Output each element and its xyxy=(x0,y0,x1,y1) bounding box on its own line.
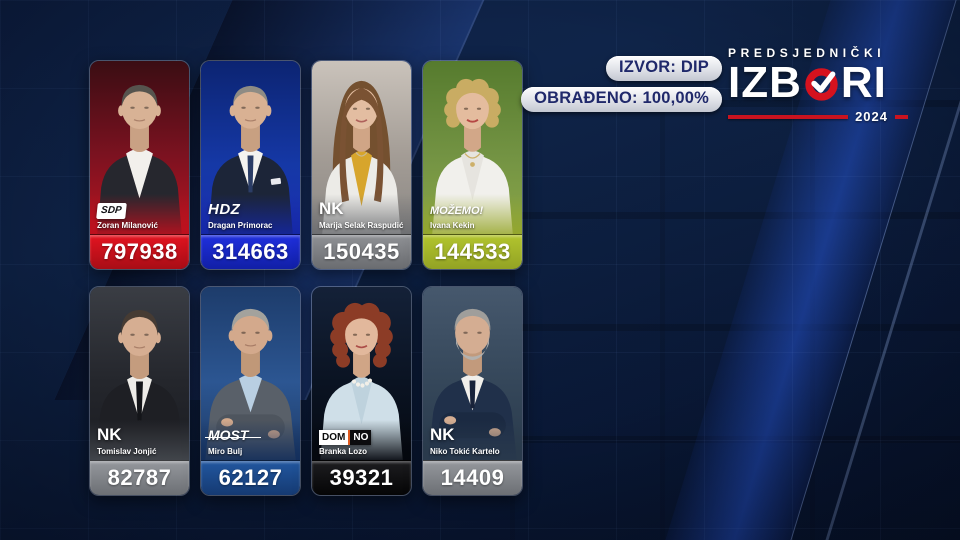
candidate-name: Miro Bulj xyxy=(208,447,243,457)
party-logo-sdp: SDP xyxy=(96,203,127,220)
logo-underline: 2024 xyxy=(728,109,908,124)
candidate-label: DOM NO Branka Lozo xyxy=(319,427,408,457)
party-label-nk: NK xyxy=(97,425,122,445)
party-logo-most: MOST xyxy=(204,427,263,444)
candidate-photo: MOŽEMO! Ivana Kekin xyxy=(423,61,522,235)
candidate-label: MOŽEMO! Ivana Kekin xyxy=(430,201,519,231)
logo-year: 2024 xyxy=(855,109,888,124)
party-logo-domino-no: NO xyxy=(348,430,372,446)
candidate-name: Branka Lozo xyxy=(319,447,368,457)
candidate-label: NK Tomislav Jonjić xyxy=(97,426,186,456)
candidate-card-primorac: HDZ Dragan Primorac 314663 xyxy=(200,60,301,270)
candidate-card-jonjic: NK Tomislav Jonjić 82787 xyxy=(89,286,190,496)
candidate-label: NK Marija Selak Raspudić xyxy=(319,200,408,230)
party-label-nk: NK xyxy=(430,425,455,445)
party-logo-domino: DOM NO xyxy=(319,430,372,446)
candidate-name: Niko Tokić Kartelo xyxy=(430,447,500,457)
candidate-name: Ivana Kekin xyxy=(430,221,475,231)
vote-count: 797938 xyxy=(90,234,189,269)
vote-count: 14409 xyxy=(423,460,522,495)
vote-count: 39321 xyxy=(312,460,411,495)
candidate-photo: NK Marija Selak Raspudić xyxy=(312,61,411,235)
party-logo-domino-dom: DOM xyxy=(319,430,349,446)
candidate-card-milanovic: SDP Zoran Milanović 797938 xyxy=(89,60,190,270)
candidate-name: Marija Selak Raspudić xyxy=(319,221,404,231)
vote-count: 314663 xyxy=(201,234,300,269)
candidate-photo: HDZ Dragan Primorac xyxy=(201,61,300,235)
party-logo-hdz: HDZ xyxy=(208,201,241,219)
party-label-nk: NK xyxy=(319,199,344,219)
candidate-card-lozo: DOM NO Branka Lozo 39321 xyxy=(311,286,412,496)
candidate-card-tokic-kartelo: NK Niko Tokić Kartelo 14409 xyxy=(422,286,523,496)
party-logo-mozemo: MOŽEMO! xyxy=(430,205,484,218)
show-logo: PREDSJEDNIČKI IZB RI 2024 xyxy=(728,46,908,124)
logo-red-bar xyxy=(728,114,849,119)
background-building-texture xyxy=(510,100,960,540)
logo-word-end: RI xyxy=(840,58,887,107)
candidate-photo: MOST Miro Bulj xyxy=(201,287,300,461)
candidate-card-bulj: MOST Miro Bulj 62127 xyxy=(200,286,301,496)
candidate-photo: DOM NO Branka Lozo xyxy=(312,287,411,461)
candidate-photo: NK Niko Tokić Kartelo xyxy=(423,287,522,461)
vote-count: 150435 xyxy=(312,234,411,269)
status-badges: IZVOR: DIP OBRAĐENO: 100,00% xyxy=(521,56,722,112)
vote-count: 144533 xyxy=(423,234,522,269)
logo-word-start: IZB xyxy=(728,58,802,107)
candidate-name: Tomislav Jonjić xyxy=(97,447,157,457)
vote-count: 62127 xyxy=(201,460,300,495)
source-badge: IZVOR: DIP xyxy=(605,56,722,81)
candidate-photo: NK Tomislav Jonjić xyxy=(90,287,189,461)
candidate-name: Zoran Milanović xyxy=(97,221,158,231)
candidate-card-selak-raspudic: NK Marija Selak Raspudić 150435 xyxy=(311,60,412,270)
candidate-label: MOST Miro Bulj xyxy=(204,427,297,457)
candidate-label: HDZ Dragan Primorac xyxy=(208,201,297,230)
candidate-label: SDP Zoran Milanović xyxy=(96,200,186,231)
logo-red-dash xyxy=(895,114,908,119)
processed-badge: OBRAĐENO: 100,00% xyxy=(521,87,722,112)
candidate-card-kekin: MOŽEMO! Ivana Kekin 144533 xyxy=(422,60,523,270)
checkmark-circle-icon xyxy=(805,67,838,101)
candidate-photo: SDP Zoran Milanović xyxy=(90,61,189,235)
vote-count: 82787 xyxy=(90,460,189,495)
candidate-label: NK Niko Tokić Kartelo xyxy=(430,426,519,456)
candidate-name: Dragan Primorac xyxy=(208,221,273,231)
candidate-cards-grid: SDP Zoran Milanović 797938 xyxy=(89,60,523,496)
logo-word: IZB RI xyxy=(728,61,908,105)
